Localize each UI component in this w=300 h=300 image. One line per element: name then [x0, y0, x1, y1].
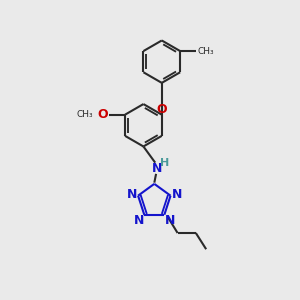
Text: N: N [152, 162, 162, 175]
Text: H: H [160, 158, 170, 168]
Text: N: N [164, 214, 175, 226]
Text: CH₃: CH₃ [197, 46, 214, 56]
Text: N: N [134, 214, 144, 226]
Text: O: O [98, 108, 108, 121]
Text: O: O [157, 103, 167, 116]
Text: N: N [172, 188, 182, 201]
Text: N: N [126, 188, 137, 201]
Text: CH₃: CH₃ [77, 110, 94, 119]
